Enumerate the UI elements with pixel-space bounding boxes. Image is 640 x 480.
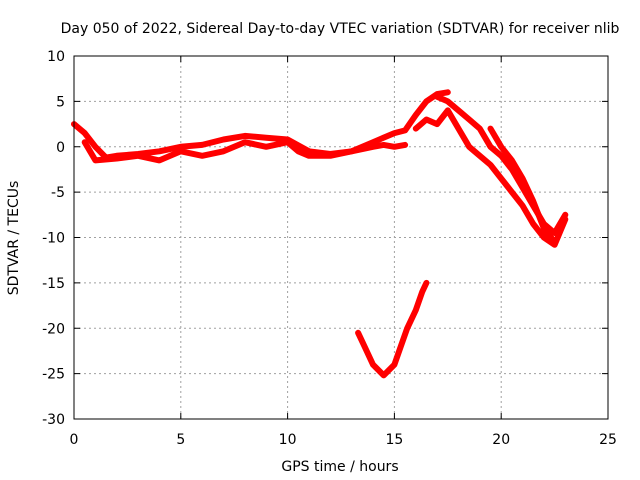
y-tick-label: -10 [42,231,65,247]
x-axis-label: GPS time / hours [281,459,398,475]
grid-layer [74,56,608,419]
series-track-c [412,107,569,248]
chart-title: Day 050 of 2022, Sidereal Day-to-day VTE… [61,21,620,37]
x-tick-label: 0 [70,432,79,448]
y-tick-label: 0 [56,140,65,156]
x-tick-label: 10 [279,432,297,448]
y-tick-label: -15 [42,276,65,292]
x-tick-label: 5 [176,432,185,448]
y-tick-label: -20 [42,321,65,337]
y-tick-label: 5 [56,94,65,110]
y-tick-label: -30 [42,412,65,428]
series-layer [71,89,569,379]
series-track-f [355,279,430,379]
series-track-e [487,125,558,245]
x-tick-label: 25 [599,432,617,448]
y-tick-label: 10 [47,49,65,65]
x-tick-label: 20 [492,432,510,448]
y-tick-label: -5 [51,185,65,201]
y-axis-label: SDTVAR / TECUs [6,181,22,296]
series-track-b [81,139,409,164]
x-tick-label: 15 [385,432,403,448]
tick-layer: 0 5 10 15 20 25 10 5 0 -5 -10 -15 -20 -25 -30 [42,49,617,448]
y-tick-label: -25 [42,367,65,383]
